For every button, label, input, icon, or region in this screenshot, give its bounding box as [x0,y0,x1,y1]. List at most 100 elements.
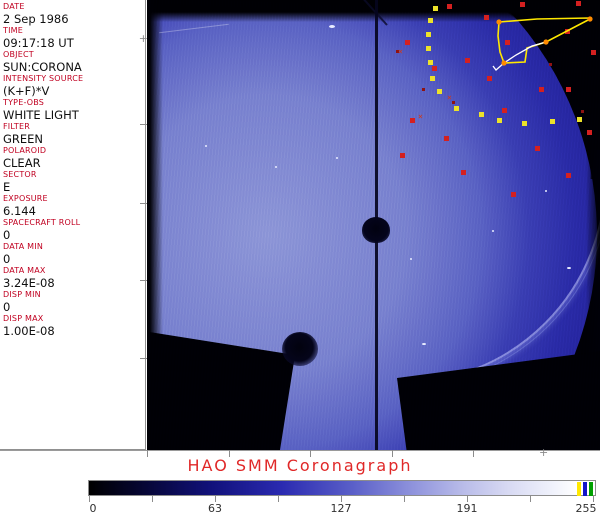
colorbar-tick [593,496,594,502]
overlay-dot-red [502,108,507,113]
overlay-dot-yellow [426,32,431,37]
colorbar-tick [215,496,216,502]
meta-value-type-obs: WHITE LIGHT [3,108,79,122]
overlay-dot-yellow [497,118,502,123]
meta-label-date: DATE [3,2,25,11]
bright-pixel [545,190,547,192]
left-axis-ruler: + [138,0,148,450]
overlay-dot-yellow [428,18,433,23]
meta-field-data-max: DATA MAX 3.24E-08 [3,266,145,290]
colorbar-tick [89,496,90,502]
overlay-dot-red [410,118,415,123]
overlay-dot-red-small [422,88,425,91]
overlay-dot-red-small [549,63,552,66]
meta-label-disp-max: DISP MAX [3,314,44,323]
meta-field-type-obs: TYPE-OBS WHITE LIGHT [3,98,145,122]
overlay-dot-red [520,2,525,7]
meta-label-data-min: DATA MIN [3,242,43,251]
overlay-dot-red [465,58,470,63]
meta-field-intensity-source: INTENSITY SOURCE (K+F)*V [3,74,145,98]
meta-value-sector: E [3,180,11,194]
image-bottom-rule [0,450,600,451]
bright-pixel [336,157,338,159]
axis-tick [140,203,147,204]
axis-tick [140,358,147,359]
colorbar-widget[interactable]: 0 63 127 191 255 [88,480,597,515]
meta-label-exposure: EXPOSURE [3,194,48,203]
bright-pixel [422,343,426,345]
meta-value-time: 09:17:18 UT [3,36,74,50]
feature-polygon-overlay [492,16,593,71]
meta-label-spacecraft-roll: SPACECRAFT ROLL [3,218,81,227]
meta-value-object: SUN:CORONA [3,60,82,74]
overlay-dot-red [587,130,592,135]
meta-value-filter: GREEN [3,132,44,146]
bright-pixel [410,258,412,260]
overlay-dot-yellow [550,119,555,124]
overlay-dot-red [461,170,466,175]
axis-tick [147,450,148,457]
meta-value-disp-min: 0 [3,300,11,314]
colorbar-tick [152,496,153,502]
metadata-panel: DATE 2 Sep 1986 TIME 09:17:18 UT OBJECT … [0,0,146,450]
overlay-x-marker: × [418,112,423,121]
meta-label-data-max: DATA MAX [3,266,46,275]
meta-field-sector: SECTOR E [3,170,145,194]
colorbar-gradient[interactable] [88,480,596,496]
meta-label-object: OBJECT [3,50,34,59]
overlay-dot-red [405,40,410,45]
meta-label-intensity-source: INTENSITY SOURCE [3,74,84,83]
overlay-dot-yellow [433,6,438,11]
overlay-dot-red [535,146,540,151]
bright-pixel [205,145,207,147]
colorbar-end-strip-green [589,482,593,496]
axis-plus-marker: + [539,446,549,459]
overlay-dot-yellow [426,46,431,51]
overlay-dot-red [432,66,437,71]
colorbar-tick [530,496,531,502]
overlay-dot-yellow [430,76,435,81]
axis-tick [229,450,230,457]
meta-field-spacecraft-roll: SPACECRAFT ROLL 0 [3,218,145,242]
meta-label-polaroid: POLAROID [3,146,47,155]
colorbar-label-255: 255 [575,502,597,515]
bright-pixel [567,267,571,269]
bright-pixel [329,25,335,28]
colorbar-end-strip-yellow [577,482,581,496]
meta-field-data-min: DATA MIN 0 [3,242,145,266]
coronagraph-image[interactable]: × × × × [147,0,600,450]
overlay-dot-red [576,1,581,6]
axis-tick [392,450,393,457]
meta-field-date: DATE 2 Sep 1986 [3,2,145,26]
meta-field-object: OBJECT SUN:CORONA [3,50,145,74]
overlay-dot-red-small [581,110,584,113]
page-title: HAO SMM Coronagraph [187,456,413,475]
axis-tick [140,280,147,281]
overlay-x-marker: × [398,47,403,56]
occulting-disk [362,217,390,243]
meta-field-disp-min: DISP MIN 0 [3,290,145,314]
meta-field-disp-max: DISP MAX 1.00E-08 [3,314,145,338]
overlay-dot-red [591,50,596,55]
meta-field-exposure: EXPOSURE 6.144 [3,194,145,218]
overlay-dot-red [400,153,405,158]
meta-label-disp-min: DISP MIN [3,290,41,299]
meta-label-filter: FILTER [3,122,31,131]
colorbar-tick-labels: 0 63 127 191 255 [88,502,597,515]
axis-tick [473,450,474,457]
colorbar-tick [341,496,342,502]
overlay-dot-red-small [396,50,399,53]
meta-value-data-min: 0 [3,252,11,266]
overlay-dot-red [487,76,492,81]
colorbar-label-63: 63 [208,502,222,515]
axis-tick [140,124,147,125]
colorbar-label-0: 0 [89,502,97,515]
colorbar-tick-marks [88,496,596,504]
colorbar-tick [404,496,405,502]
overlay-dot-red-small [452,101,455,104]
overlay-dot-red [539,87,544,92]
bright-pixel [275,166,277,168]
overlay-dot-red [566,173,571,178]
meta-value-spacecraft-roll: 0 [3,228,11,242]
meta-value-exposure: 6.144 [3,204,36,218]
